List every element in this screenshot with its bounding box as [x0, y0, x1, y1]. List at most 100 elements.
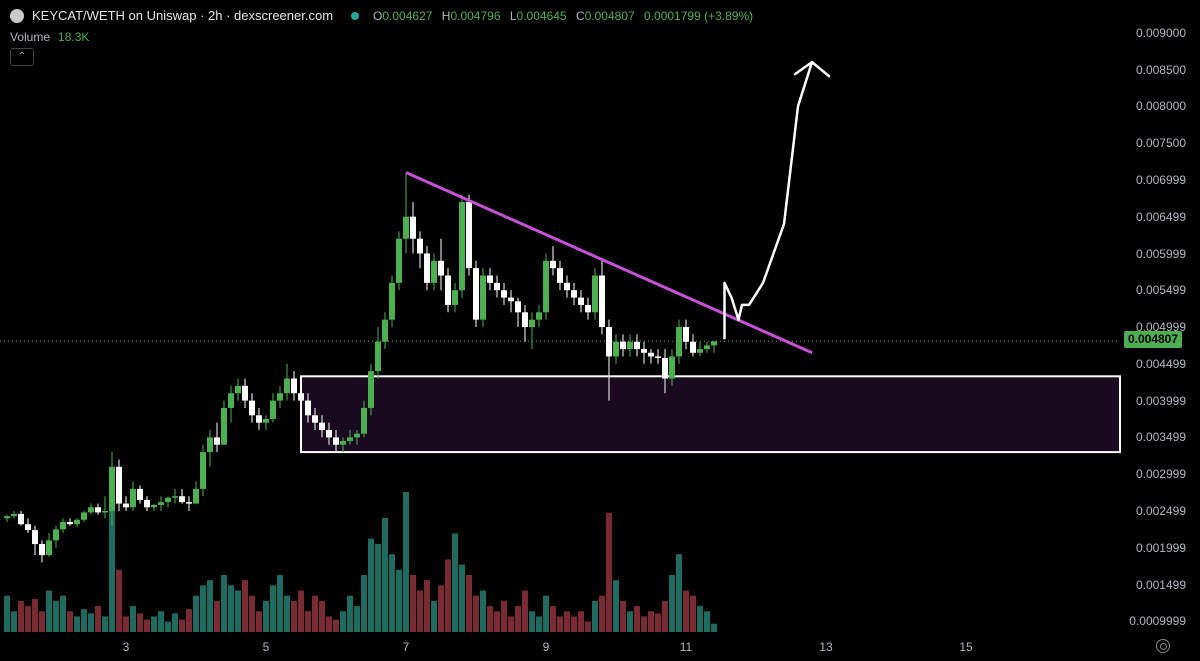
x-tick-label: 7	[402, 640, 410, 654]
candle-body	[550, 260, 556, 269]
candle-body	[284, 378, 290, 394]
candle-body	[459, 201, 465, 291]
volume-bar	[277, 574, 283, 632]
volume-bar	[46, 590, 52, 632]
volume-bar	[137, 613, 143, 632]
candle-body	[564, 282, 570, 291]
change-value: 0.0001799 (+3.89%)	[644, 8, 754, 23]
x-tick-label: 13	[819, 640, 833, 654]
candle-body	[669, 356, 675, 379]
volume-bar	[599, 595, 605, 632]
candle-body	[53, 529, 59, 541]
volume-bar	[536, 616, 542, 632]
candle-body	[536, 312, 542, 320]
candle-body	[620, 341, 626, 350]
volume-bar	[480, 590, 486, 632]
current-price-tag: 0.004807	[1124, 331, 1182, 348]
candle-body	[298, 393, 304, 401]
candle-body	[312, 415, 318, 423]
volume-bar	[375, 543, 381, 632]
open-label: O	[373, 8, 383, 23]
volume-bar	[179, 619, 185, 632]
volume-bar	[256, 611, 262, 632]
volume-bar	[606, 512, 612, 632]
candle-body	[193, 488, 199, 504]
y-tick-label: 0.006499	[1135, 209, 1186, 224]
candle-body	[487, 275, 493, 283]
candle-body	[95, 507, 101, 513]
candle-body	[18, 513, 24, 525]
candle-body	[410, 216, 416, 239]
candle-body	[606, 327, 612, 357]
volume-bar	[4, 595, 10, 632]
volume-bar	[312, 595, 318, 632]
candle-body	[431, 260, 437, 283]
gear-icon[interactable]	[1156, 639, 1170, 653]
breakout-arrow	[723, 60, 814, 340]
y-tick-label: 0.006999	[1135, 172, 1186, 187]
candle-body	[326, 430, 332, 438]
volume-bar	[347, 595, 353, 632]
volume-bar	[165, 621, 171, 632]
y-tick-label: 0.003499	[1135, 430, 1186, 445]
volume-bar	[410, 574, 416, 632]
candle-body	[382, 319, 388, 342]
candle-body	[361, 407, 367, 434]
volume-bar	[354, 606, 360, 632]
candle-body	[697, 349, 703, 353]
volume-bar	[200, 585, 206, 632]
open-value: 0.004627	[382, 8, 433, 23]
volume-bar	[11, 611, 17, 632]
candle-body	[585, 304, 591, 313]
candle-body	[25, 524, 31, 531]
volume-bar	[333, 619, 339, 632]
volume-bar	[613, 580, 619, 632]
volume-bar	[501, 600, 507, 632]
candle-body	[221, 407, 227, 445]
volume-bar	[571, 616, 577, 632]
volume-bar	[396, 569, 402, 632]
candle-body	[648, 352, 654, 357]
candle-body	[641, 349, 647, 353]
volume-bar	[249, 595, 255, 632]
candle-body	[263, 418, 269, 423]
candle-body	[228, 393, 234, 408]
candle-body	[354, 433, 360, 438]
candle-body	[494, 282, 500, 291]
candle-body	[424, 253, 430, 283]
candle-body	[165, 497, 171, 503]
volume-bar	[67, 611, 73, 632]
candle-body	[158, 502, 164, 506]
support-zone	[300, 375, 1121, 454]
volume-bar	[627, 611, 633, 632]
volume-bar	[641, 616, 647, 632]
candle-body	[32, 530, 38, 545]
candle-body	[151, 505, 157, 508]
candle-body	[200, 452, 206, 489]
resistance-trendline	[405, 171, 813, 355]
y-tick-label: 0.002999	[1135, 467, 1186, 482]
candle-body	[67, 521, 73, 525]
volume-bar	[697, 606, 703, 632]
candle-body	[389, 282, 395, 320]
y-tick-label: 0.0009999	[1129, 614, 1186, 629]
volume-bar	[578, 611, 584, 632]
volume-bar	[326, 616, 332, 632]
candle-body	[347, 437, 353, 442]
candle-body	[130, 488, 136, 508]
high-label: H	[441, 8, 451, 23]
volume-bar	[382, 517, 388, 632]
chevron-up-icon[interactable]: ⌃	[10, 48, 34, 66]
token-logo-icon	[10, 8, 24, 23]
volume-bar	[676, 554, 682, 632]
candle-body	[242, 385, 248, 401]
volume-bar	[620, 600, 626, 632]
candle-body	[305, 400, 311, 416]
volume-bar	[123, 616, 129, 632]
y-tick-label: 0.002499	[1135, 504, 1186, 519]
volume-bar	[291, 600, 297, 632]
volume-bar	[319, 600, 325, 632]
volume-bar	[172, 613, 178, 632]
volume-bar	[298, 590, 304, 632]
